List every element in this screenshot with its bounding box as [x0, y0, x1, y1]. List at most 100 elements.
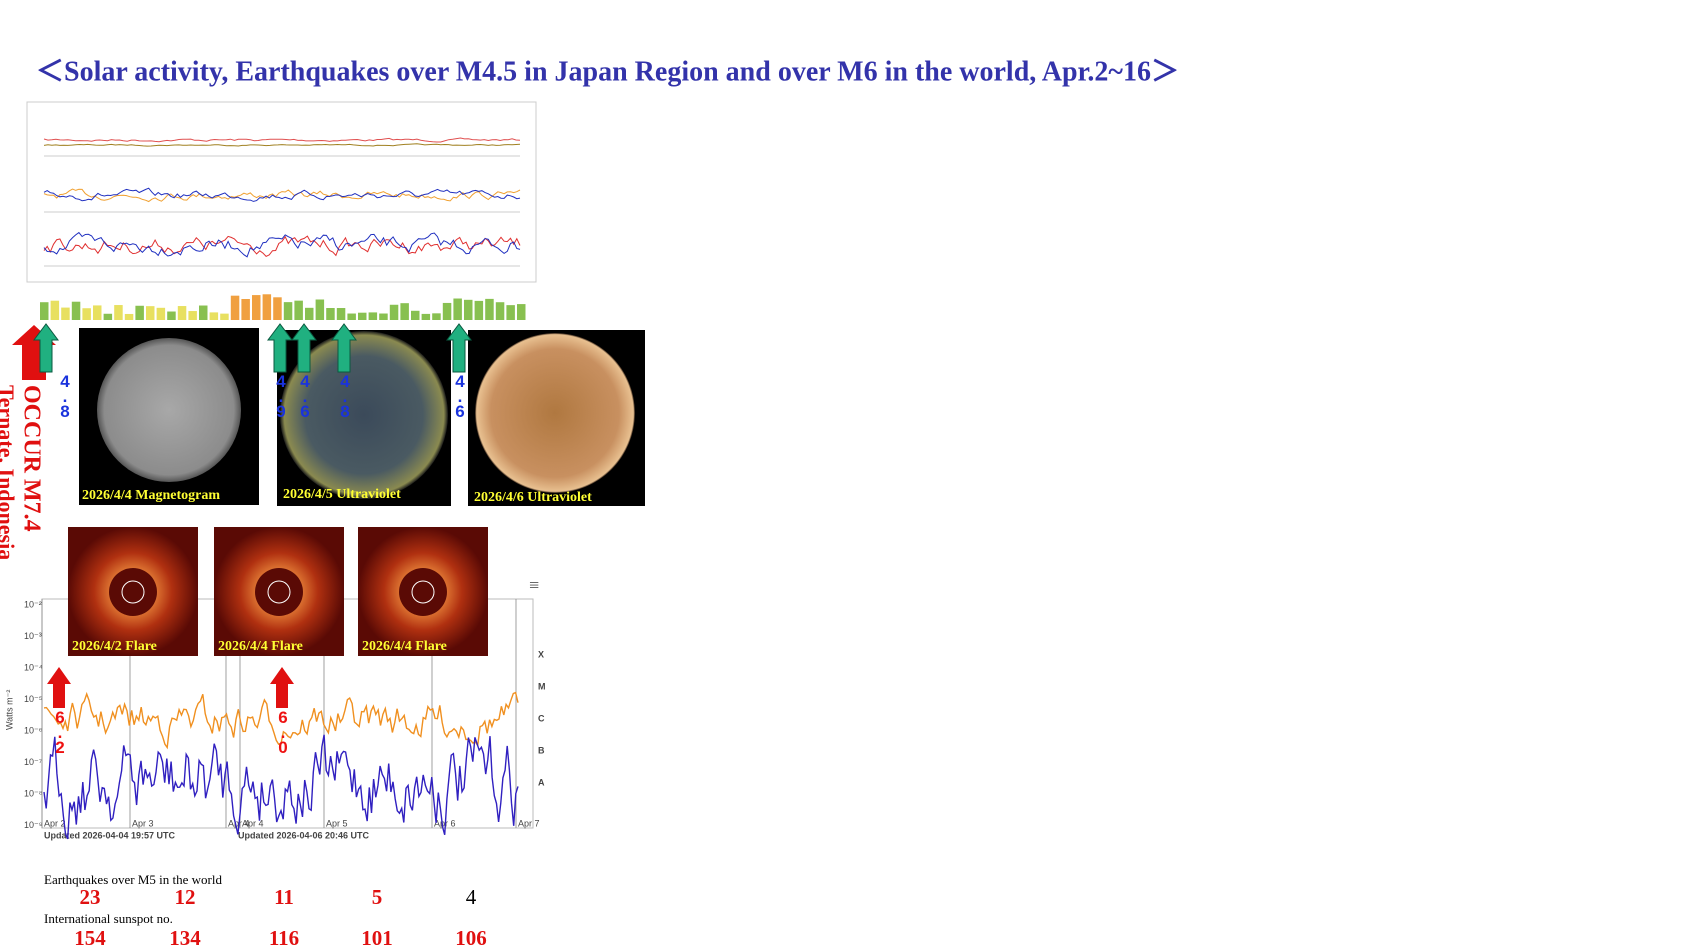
x-tick-label: Apr 2 — [44, 818, 66, 828]
y-tick-label: 10⁻⁷ — [24, 757, 42, 767]
index-bar — [71, 301, 81, 320]
flare-caption: 2026/4/4 Flare — [218, 639, 303, 654]
image-caption: 2026/4/6 Ultraviolet — [474, 490, 592, 505]
image-caption: 2026/4/5 Ultraviolet — [283, 487, 401, 502]
index-bar — [177, 306, 187, 320]
y-axis-label: Watts m⁻² — [4, 690, 14, 730]
index-bar — [273, 297, 282, 320]
quake-magnitude: 4.8 — [56, 372, 75, 417]
sunspot-count: 101 — [361, 926, 393, 950]
y-tick-label: 10⁻⁶ — [24, 725, 43, 735]
quake-magnitude: 4.6 — [451, 372, 470, 417]
major-quake-text: OCCUR M7.4 — [18, 385, 44, 532]
y-tick-label: 10⁻² — [24, 599, 42, 609]
class-label: A — [538, 777, 545, 787]
index-bar — [82, 308, 91, 320]
index-bar — [294, 300, 303, 320]
quake-magnitude: 4.9 — [272, 372, 291, 417]
updated-label: Updated 2026-04-06 20:46 UTC — [238, 830, 370, 840]
earthquake-count: 11 — [274, 885, 294, 909]
class-label: X — [538, 649, 544, 659]
index-bar — [464, 299, 473, 320]
index-bar — [442, 302, 452, 320]
y-tick-label: 10⁻³ — [24, 631, 42, 641]
index-bar — [336, 308, 346, 320]
menu-icon: ≡ — [529, 575, 539, 595]
index-bar — [474, 300, 484, 320]
index-bar — [326, 308, 335, 320]
x-tick-label: Apr 3 — [132, 818, 154, 828]
sun-outline — [411, 580, 435, 604]
sunspot-count: 106 — [455, 926, 487, 950]
index-bar — [40, 302, 49, 320]
index-bar — [379, 313, 388, 320]
quake-arrow — [446, 323, 472, 373]
title: ＜Solar activity, Earthquakes over M4.5 i… — [36, 56, 1179, 87]
index-bar — [411, 310, 420, 320]
flare-arrow — [270, 667, 294, 708]
index-bar — [495, 302, 505, 320]
earthquake-count: 4 — [466, 885, 477, 909]
index-bar — [315, 299, 325, 320]
quake-arrows: 4.8 4.9 4.6 4.8 4.6 6.2 6.0 — [33, 323, 472, 753]
sunspot-count: 134 — [169, 926, 201, 950]
trace — [43, 137, 521, 143]
flare-arrow — [47, 667, 71, 708]
particle-plots — [43, 137, 521, 267]
trace — [43, 231, 521, 258]
quake-magnitude: 4.8 — [336, 372, 355, 417]
index-bar — [103, 313, 113, 320]
earthquake-count: 5 — [372, 885, 383, 909]
major-quake-place: Ternate, Indonesia — [0, 385, 19, 560]
counts: 23 12 11 5 4 154 134 116 101 106 — [74, 885, 487, 950]
index-bar — [241, 299, 250, 320]
trace — [43, 143, 521, 147]
sun-outline — [121, 580, 145, 604]
index-bar — [209, 312, 219, 320]
x-tick-label: Apr 5 — [326, 818, 348, 828]
y-tick-label: 10⁻⁸ — [24, 788, 43, 798]
quake-arrow — [331, 323, 357, 373]
class-label: C — [538, 713, 545, 723]
image-caption: 2026/4/4 Magnetogram — [82, 488, 220, 503]
index-bar — [135, 305, 144, 320]
index-bar — [453, 298, 462, 320]
occulter — [109, 568, 157, 616]
index-bar — [156, 307, 166, 320]
index-bar — [358, 312, 367, 320]
quake-arrow — [291, 323, 317, 373]
index-bar — [114, 305, 123, 320]
index-bar — [220, 313, 229, 320]
flare-caption: 2026/4/4 Flare — [362, 639, 447, 654]
occulter — [255, 568, 303, 616]
index-bar — [368, 312, 378, 320]
trace — [43, 691, 519, 750]
occulter — [399, 568, 447, 616]
trace — [43, 188, 521, 203]
x-tick-label: Apr 7 — [518, 818, 540, 828]
index-bar — [199, 305, 208, 320]
y-tick-label: 10⁻⁵ — [24, 694, 43, 704]
sun-disk — [280, 331, 448, 499]
quake-arrow — [267, 323, 293, 373]
sun-disk — [97, 338, 241, 482]
y-tick-label: 10⁻⁹ — [24, 820, 43, 830]
index-bar — [50, 300, 60, 320]
index-bar — [517, 304, 526, 320]
sun-disk — [475, 333, 635, 493]
class-label: M — [538, 681, 546, 691]
class-label: B — [538, 745, 545, 755]
updated-label: Updated 2026-04-04 19:57 UTC — [44, 830, 176, 840]
index-bar — [93, 305, 102, 320]
index-bar — [347, 313, 356, 320]
quake-magnitude: 4.6 — [296, 372, 315, 417]
index-bar — [485, 298, 494, 320]
trace — [43, 187, 521, 202]
index-bar — [252, 295, 261, 320]
index-bar — [506, 305, 515, 320]
sunspot-count: 154 — [74, 926, 106, 950]
index-bar — [305, 307, 314, 320]
trace — [43, 235, 521, 258]
sunspot-label: International sunspot no. — [44, 911, 173, 926]
